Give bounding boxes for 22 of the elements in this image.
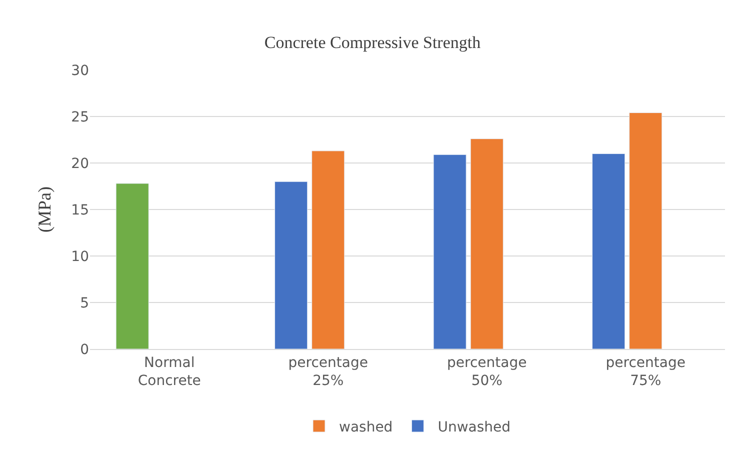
y-tick-label: 5 [80, 295, 89, 312]
x-tick-label: percentage 25% [288, 354, 368, 389]
bar [629, 112, 662, 349]
y-tick-label: 15 [71, 202, 89, 218]
y-axis-title: (MPa) [34, 186, 54, 232]
legend-label: Unwashed [438, 419, 511, 436]
y-tick-label: 30 [71, 62, 89, 79]
y-tick-label: 25 [71, 109, 89, 126]
x-tick-label: Normal Concrete [138, 354, 201, 389]
x-tick-label: percentage 75% [606, 354, 686, 389]
bar [274, 181, 308, 349]
y-tick-label: 0 [80, 342, 89, 358]
x-tick-label: percentage 50% [447, 354, 527, 389]
bar [470, 138, 504, 349]
y-tick-label: 10 [71, 248, 89, 265]
bar [592, 153, 626, 349]
bar [312, 150, 345, 349]
chart-title: Concrete Compressive Strength [264, 33, 482, 52]
y-tick-label: 20 [71, 156, 89, 172]
bar [116, 183, 149, 349]
bar [433, 154, 466, 349]
legend-label: washed [339, 419, 393, 436]
